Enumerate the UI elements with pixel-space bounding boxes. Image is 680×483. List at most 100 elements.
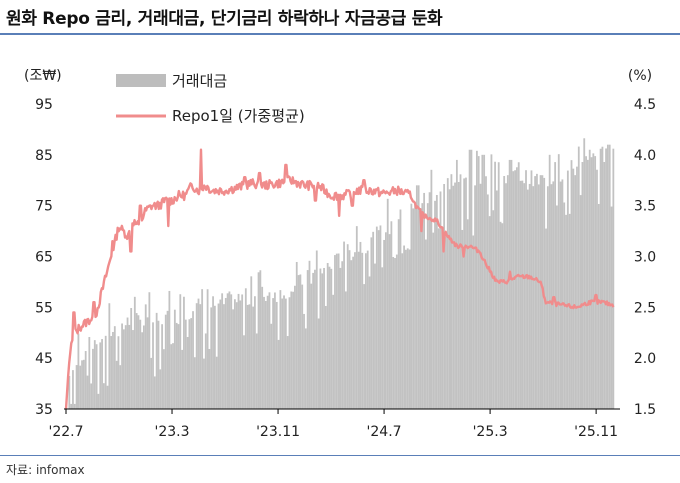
volume-bar — [72, 370, 74, 409]
volume-bar — [303, 313, 305, 409]
volume-bar — [394, 258, 396, 409]
volume-bar — [506, 175, 509, 409]
volume-bar — [132, 330, 134, 409]
volume-bar — [335, 253, 338, 409]
volume-bar — [534, 176, 537, 409]
volume-bar — [359, 241, 362, 409]
volume-bar — [503, 176, 506, 409]
volume-bar — [208, 348, 211, 409]
volume-bar — [537, 184, 540, 409]
volume-bar — [126, 317, 129, 409]
volume-bar — [152, 322, 154, 409]
volume-bar — [308, 260, 311, 409]
volume-bar — [88, 337, 91, 409]
x-axis-ticks: '22.7 '23.3 '23.11 '24.7 '25.3 '25.11 — [48, 409, 618, 440]
volume-bar — [330, 268, 333, 409]
right-tick-label: 4.0 — [634, 148, 656, 164]
volume-bar — [390, 221, 393, 409]
volume-bar — [592, 153, 595, 409]
volume-bar — [112, 331, 114, 409]
volume-bar — [148, 292, 151, 409]
x-tick-label: '25.3 — [473, 424, 508, 440]
volume-bar — [323, 267, 325, 409]
left-tick-label: 35 — [35, 402, 53, 418]
volume-bar — [184, 319, 187, 409]
volume-bar — [605, 148, 607, 409]
volume-bar — [150, 357, 153, 409]
volume-bar — [173, 309, 176, 409]
volume-bar — [554, 162, 557, 409]
volume-bar — [219, 299, 222, 409]
volume-bar — [259, 270, 262, 409]
left-axis-ticks: 35 45 55 65 75 85 95 — [35, 97, 53, 418]
volume-bar — [494, 161, 496, 409]
volume-bar — [164, 314, 167, 409]
volume-bar — [516, 167, 518, 409]
volume-bar — [281, 298, 284, 409]
volume-bar — [81, 360, 83, 409]
volume-bar — [290, 291, 293, 409]
volume-bar — [596, 169, 598, 409]
volume-bar — [315, 250, 318, 409]
right-axis-ticks: 1.5 2.0 2.5 3.0 3.5 4.0 4.5 — [634, 97, 656, 418]
volume-bar — [341, 261, 344, 409]
volume-bar — [346, 244, 349, 409]
volume-bar — [352, 256, 355, 409]
volume-bar — [557, 154, 560, 409]
volume-bar — [570, 160, 573, 409]
volume-bar — [306, 270, 309, 409]
volume-bar — [579, 195, 582, 409]
volume-bar — [348, 250, 351, 409]
volume-bar — [430, 169, 433, 409]
volume-bar — [366, 250, 369, 409]
volume-bar — [576, 166, 578, 409]
x-tick-label: '23.11 — [256, 424, 300, 440]
volume-bar — [505, 183, 507, 409]
source-note: 자료: infomax — [6, 463, 85, 477]
volume-bar — [299, 274, 302, 409]
volume-bar — [501, 223, 504, 409]
volume-bar — [406, 248, 409, 409]
volume-bar — [241, 294, 244, 409]
volume-bar — [450, 174, 453, 409]
volume-bar — [470, 149, 473, 409]
volume-bar — [203, 358, 205, 409]
legend-swatch-volume — [116, 74, 166, 87]
volume-bar — [452, 185, 455, 409]
volume-bar — [465, 177, 467, 409]
volume-bar — [568, 213, 571, 409]
volume-bar — [355, 226, 358, 409]
volume-bar — [252, 306, 254, 409]
volume-bar — [550, 184, 553, 409]
volume-bar — [263, 296, 265, 409]
volume-bar — [539, 175, 542, 409]
volume-bar — [357, 251, 360, 409]
volume-bar — [354, 252, 356, 409]
volume-bar — [445, 233, 447, 409]
volume-bar — [552, 181, 555, 409]
volume-bar — [381, 267, 384, 409]
left-tick-label: 45 — [35, 351, 53, 367]
volume-bar — [428, 192, 431, 409]
volume-bar — [463, 178, 466, 409]
right-tick-label: 3.5 — [634, 199, 656, 215]
volume-bar — [379, 225, 382, 409]
volume-bar — [581, 162, 584, 409]
volume-bar — [481, 154, 484, 409]
legend-label-repo: Repo1일 (가중평균) — [172, 107, 305, 125]
volume-bar — [337, 253, 340, 409]
left-axis-unit: (조₩) — [24, 68, 62, 84]
volume-bar — [82, 359, 85, 409]
volume-bar — [255, 333, 258, 409]
volume-bar — [590, 157, 593, 409]
volume-bars — [68, 138, 615, 410]
volume-bar — [250, 276, 253, 409]
volume-bar — [475, 150, 478, 409]
volume-bar — [594, 156, 597, 409]
volume-bar — [215, 356, 218, 409]
volume-bar — [448, 189, 451, 409]
left-tick-label: 95 — [35, 97, 53, 113]
volume-bar — [312, 272, 315, 409]
volume-bar — [73, 403, 76, 409]
volume-bar — [254, 296, 256, 409]
